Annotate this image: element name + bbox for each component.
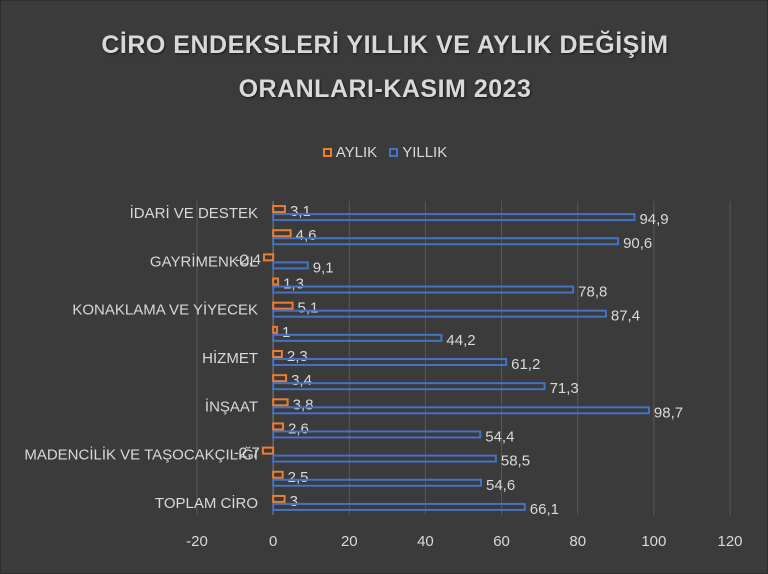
data-label-aylik: 1 — [282, 324, 290, 341]
data-label-yillik: 58,5 — [501, 453, 530, 470]
bar-yillik — [272, 237, 620, 246]
x-tick-label: -20 — [186, 533, 208, 550]
bar-aylik — [272, 398, 289, 407]
data-label-yillik: 9,1 — [313, 259, 334, 276]
data-label-aylik: 4,6 — [296, 227, 317, 244]
category-label: MADENCİLİK VE TAŞOCAKÇILIĞI — [24, 446, 258, 464]
bar-aylik — [272, 277, 280, 286]
data-label-aylik: -2,7 — [234, 445, 260, 462]
bar-aylik — [272, 325, 278, 334]
legend-label-yillik: YILLIK — [402, 144, 448, 161]
data-label-yillik: 98,7 — [654, 404, 683, 421]
x-tick-label: 40 — [417, 533, 434, 550]
chart-legend: AYLIK YILLIK — [1, 144, 768, 161]
data-label-aylik: 3,1 — [290, 203, 311, 220]
bar-yillik — [272, 382, 546, 391]
chart-title-line-1: CİRO ENDEKSLERİ YILLIK VE AYLIK DEĞİŞİM — [101, 31, 669, 59]
data-label-yillik: 78,8 — [578, 284, 607, 301]
data-label-aylik: 5,1 — [298, 300, 319, 317]
data-label-yillik: 54,6 — [486, 477, 515, 494]
data-label-yillik: 66,1 — [530, 501, 559, 518]
legend-item-yillik: YILLIK — [389, 144, 447, 161]
bar-yillik — [272, 454, 497, 463]
legend-swatch-yillik — [389, 148, 399, 157]
x-tick-label: 0 — [269, 533, 277, 550]
data-label-aylik: 2,6 — [288, 420, 309, 437]
data-label-yillik: 94,9 — [639, 211, 668, 228]
data-label-yillik: 61,2 — [511, 356, 540, 373]
bar-yillik — [272, 358, 508, 366]
x-tick-label: 60 — [493, 533, 510, 550]
x-tick-label: 80 — [569, 533, 586, 550]
bar-aylik — [272, 470, 284, 479]
chart-title-line-2: ORANLARI-KASIM 2023 — [238, 75, 532, 103]
bar-yillik — [272, 430, 482, 439]
bar-yillik — [272, 406, 650, 415]
data-label-yillik: 90,6 — [623, 235, 652, 252]
bar-yillik — [272, 478, 483, 487]
data-label-aylik: 2,3 — [287, 348, 308, 365]
category-label: KONAKLAMA VE YİYECEK — [72, 301, 258, 319]
x-tick-label: 120 — [717, 533, 742, 550]
category-label: GAYRİMENKUL — [150, 252, 258, 270]
legend-label-aylik: AYLIK — [335, 144, 378, 161]
bar-yillik — [272, 285, 575, 294]
bar-aylik — [272, 301, 294, 310]
x-tick-label: 20 — [341, 533, 358, 550]
data-label-yillik: 54,4 — [485, 428, 514, 445]
legend-swatch-aylik — [322, 148, 332, 157]
bar-yillik — [272, 261, 309, 270]
bar-aylik — [263, 253, 275, 262]
bar-aylik — [272, 422, 285, 431]
bar-aylik — [272, 229, 292, 238]
data-label-yillik: 87,4 — [611, 308, 640, 325]
data-label-aylik: 1,3 — [283, 276, 304, 293]
bar-aylik — [272, 205, 286, 214]
data-label-aylik: 3,4 — [291, 372, 312, 389]
data-label-aylik: -2,4 — [235, 251, 261, 268]
legend-item-aylik: AYLIK — [322, 144, 378, 161]
category-label: HİZMET — [202, 349, 258, 367]
data-label-aylik: 3,8 — [293, 396, 314, 413]
bar-yillik — [272, 333, 443, 342]
x-tick-label: 100 — [641, 533, 666, 550]
bar-yillik — [272, 502, 526, 511]
bar-aylik — [272, 350, 283, 358]
bar-aylik — [261, 446, 275, 455]
data-label-yillik: 44,2 — [446, 332, 475, 349]
bar-aylik — [272, 374, 288, 383]
category-label: İDARİ VE DESTEK — [130, 204, 258, 222]
data-label-aylik: 3 — [290, 493, 298, 510]
bar-aylik — [272, 494, 286, 503]
category-label: TOPLAM CİRO — [155, 494, 258, 512]
category-label: İNŞAAT — [205, 397, 258, 415]
data-label-yillik: 71,3 — [550, 380, 579, 397]
bar-yillik — [272, 213, 636, 222]
bar-yillik — [272, 309, 607, 318]
data-label-aylik: 2,5 — [288, 469, 309, 486]
